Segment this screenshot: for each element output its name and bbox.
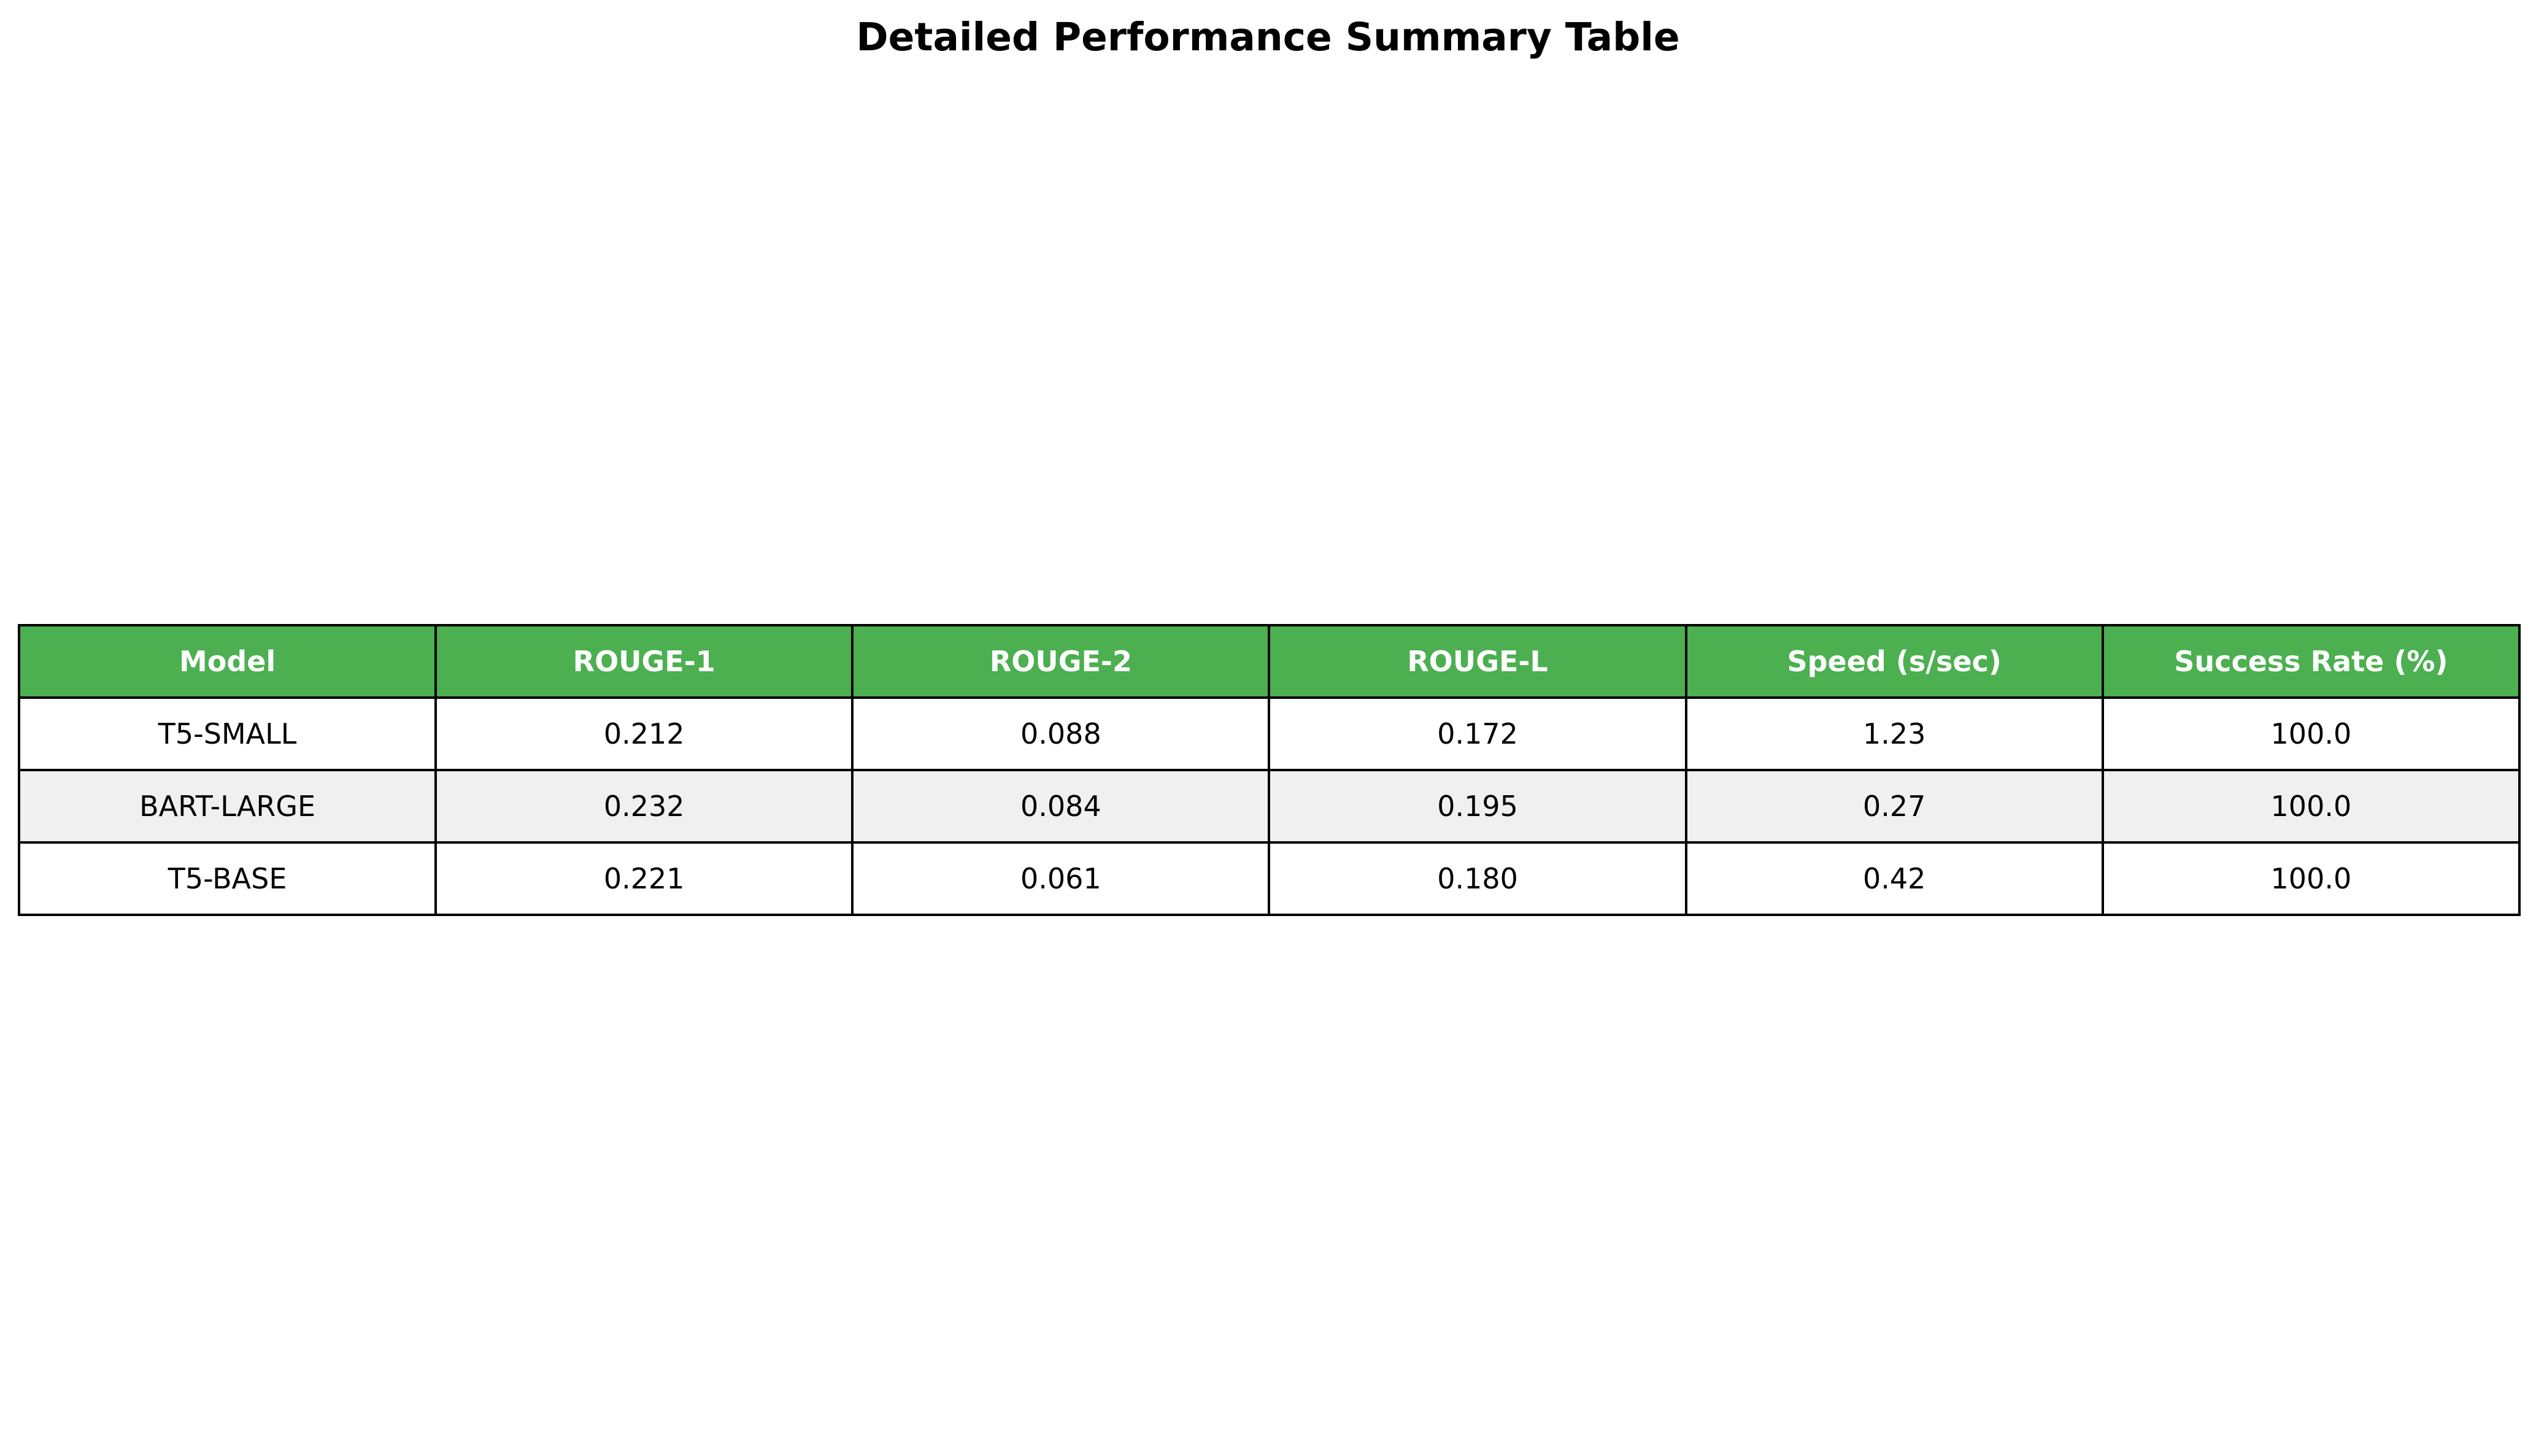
header-cell-rouge-2: ROUGE-2 — [851, 624, 1271, 699]
cell-success-rate: 100.0 — [2101, 841, 2521, 916]
cell-rouge-2: 0.088 — [851, 696, 1271, 771]
cell-speed: 1.23 — [1684, 696, 2104, 771]
cell-rouge-l: 0.195 — [1268, 769, 1687, 844]
header-cell-success-rate: Success Rate (%) — [2101, 624, 2521, 699]
header-row: Model ROUGE-1 ROUGE-2 ROUGE-L Speed (s/s… — [17, 624, 2521, 699]
chart-title: Detailed Performance Summary Table — [856, 15, 1680, 60]
cell-success-rate: 100.0 — [2101, 769, 2521, 844]
cell-rouge-1: 0.212 — [434, 696, 854, 771]
cell-speed: 0.42 — [1684, 841, 2104, 916]
cell-model: T5-BASE — [17, 841, 437, 916]
cell-speed: 0.27 — [1684, 769, 2104, 844]
cell-rouge-1: 0.232 — [434, 769, 854, 844]
cell-rouge-l: 0.180 — [1268, 841, 1687, 916]
performance-summary-table: Model ROUGE-1 ROUGE-2 ROUGE-L Speed (s/s… — [17, 624, 2521, 916]
cell-rouge-2: 0.061 — [851, 841, 1271, 916]
table-row: T5-BASE 0.221 0.061 0.180 0.42 100.0 — [17, 841, 2521, 916]
header-cell-model: Model — [17, 624, 437, 699]
cell-rouge-1: 0.221 — [434, 841, 854, 916]
table-row: BART-LARGE 0.232 0.084 0.195 0.27 100.0 — [17, 769, 2521, 844]
cell-success-rate: 100.0 — [2101, 696, 2521, 771]
header-cell-rouge-1: ROUGE-1 — [434, 624, 854, 699]
header-cell-rouge-l: ROUGE-L — [1268, 624, 1687, 699]
cell-model: T5-SMALL — [17, 696, 437, 771]
cell-rouge-2: 0.084 — [851, 769, 1271, 844]
cell-model: BART-LARGE — [17, 769, 437, 844]
table-row: T5-SMALL 0.212 0.088 0.172 1.23 100.0 — [17, 696, 2521, 771]
cell-rouge-l: 0.172 — [1268, 696, 1687, 771]
performance-table-container: Model ROUGE-1 ROUGE-2 ROUGE-L Speed (s/s… — [17, 624, 2521, 916]
header-cell-speed: Speed (s/sec) — [1684, 624, 2104, 699]
